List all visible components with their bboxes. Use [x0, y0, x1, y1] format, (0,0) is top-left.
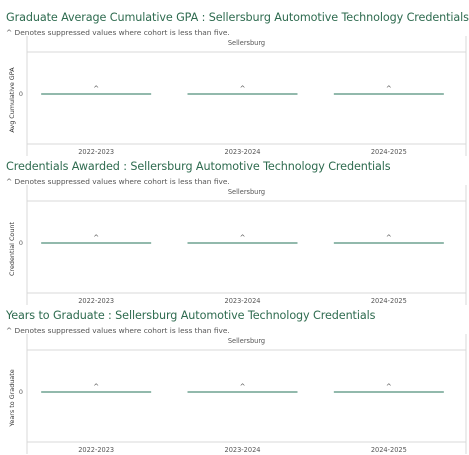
- data-label: ^: [240, 234, 246, 242]
- chart-svg: Sellersburg Credential Count 0 ^ 2022-2023 ^ 2…: [8, 185, 467, 305]
- x-tick-label: 2022-2023: [78, 297, 114, 305]
- y-tick-label: 0: [19, 90, 23, 98]
- suppression-note: ^ Denotes suppressed values where cohort…: [6, 28, 230, 37]
- data-label: ^: [240, 383, 246, 391]
- column-header: Sellersburg: [228, 337, 265, 345]
- x-tick-label: 2024-2025: [371, 446, 407, 454]
- chart-panel: Sellersburg Years to Graduate 0 ^ 2022-2023 ^…: [0, 306, 469, 455]
- y-axis-label: Years to Graduate: [8, 369, 16, 427]
- bar[interactable]: [187, 242, 298, 244]
- bar[interactable]: [187, 93, 298, 95]
- x-tick-label: 2023-2024: [225, 446, 261, 454]
- y-tick-label: 0: [19, 388, 23, 396]
- x-tick-label: 2024-2025: [371, 297, 407, 305]
- data-label: ^: [386, 234, 392, 242]
- suppression-note: ^ Denotes suppressed values where cohort…: [6, 177, 230, 186]
- x-tick-label: 2022-2023: [78, 446, 114, 454]
- chart-panel: Sellersburg Credential Count 0 ^ 2022-2023 ^ 2…: [0, 157, 469, 306]
- suppression-note: ^ Denotes suppressed values where cohort…: [6, 326, 230, 335]
- y-axis-label: Credential Count: [8, 222, 16, 276]
- data-label: ^: [386, 85, 392, 93]
- chart-title: Years to Graduate : Sellersburg Automoti…: [6, 309, 376, 322]
- x-tick-label: 2023-2024: [225, 148, 261, 156]
- data-label: ^: [93, 383, 99, 391]
- chart-panel: Sellersburg Avg Cumulative GPA 0 ^ 2022-2023…: [0, 8, 469, 157]
- column-header: Sellersburg: [228, 39, 265, 47]
- data-label: ^: [240, 85, 246, 93]
- bar[interactable]: [333, 391, 444, 393]
- data-label: ^: [93, 234, 99, 242]
- x-tick-label: 2024-2025: [371, 148, 407, 156]
- bar[interactable]: [333, 242, 444, 244]
- y-tick-label: 0: [19, 239, 23, 247]
- column-header: Sellersburg: [228, 188, 265, 196]
- bar[interactable]: [333, 93, 444, 95]
- chart-title: Graduate Average Cumulative GPA : Seller…: [6, 11, 469, 24]
- data-label: ^: [93, 85, 99, 93]
- chart-svg: Sellersburg Years to Graduate 0 ^ 2022-2023 ^…: [8, 334, 467, 454]
- x-tick-label: 2023-2024: [225, 297, 261, 305]
- y-axis-label: Avg Cumulative GPA: [8, 67, 16, 133]
- bar[interactable]: [41, 242, 152, 244]
- bar[interactable]: [41, 391, 152, 393]
- chart-title: Credentials Awarded : Sellersburg Automo…: [6, 160, 391, 173]
- data-label: ^: [386, 383, 392, 391]
- bar[interactable]: [187, 391, 298, 393]
- x-tick-label: 2022-2023: [78, 148, 114, 156]
- bar[interactable]: [41, 93, 152, 95]
- chart-svg: Sellersburg Avg Cumulative GPA 0 ^ 2022-2023…: [8, 36, 467, 156]
